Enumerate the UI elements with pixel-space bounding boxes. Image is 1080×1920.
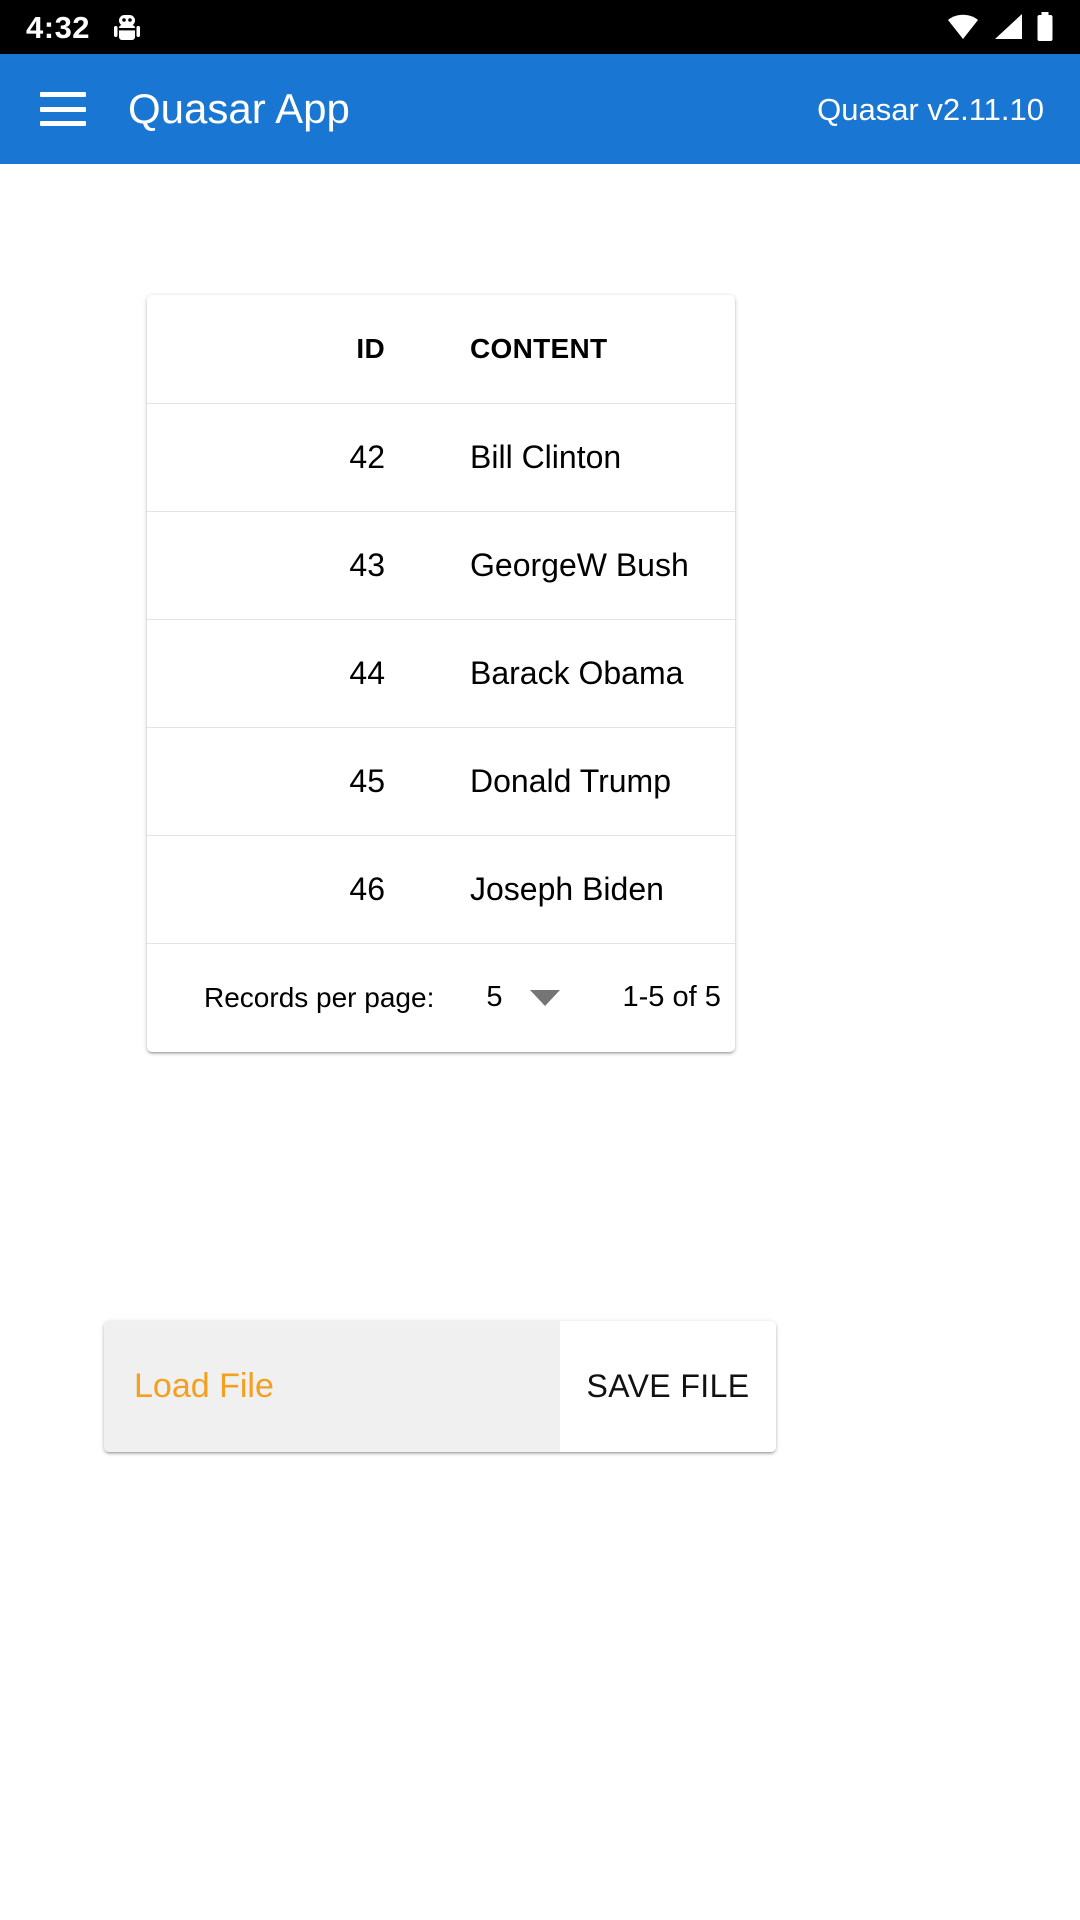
records-per-page-value: 5 <box>486 981 503 1013</box>
app-version-label: Quasar v2.11.10 <box>817 91 1044 127</box>
hamburger-bar <box>40 106 86 112</box>
file-action-button-group: Load File SAVE FILE <box>104 1321 776 1452</box>
cell-id: 45 <box>147 727 385 836</box>
table-head: ID CONTENT <box>147 295 735 404</box>
app-title: Quasar App <box>128 85 350 132</box>
hamburger-bar <box>40 92 86 97</box>
hamburger-menu-icon[interactable] <box>40 92 86 126</box>
status-left-icons <box>112 11 142 43</box>
cell-content: Bill Clinton <box>385 403 735 512</box>
pagination-range-label: 1-5 of 5 <box>622 981 721 1013</box>
table-pagination: Records per page: 5 1-5 of 5 <box>147 944 735 1052</box>
table-row[interactable]: 45 Donald Trump <box>147 727 735 836</box>
table-body: 42 Bill Clinton 43 GeorgeW Bush 44 Barac… <box>147 403 735 944</box>
chevron-down-icon <box>529 989 560 1006</box>
table-row[interactable]: 46 Joseph Biden <box>147 835 735 944</box>
data-table-card: ID CONTENT 42 Bill Clinton 43 GeorgeW Bu… <box>147 295 735 1052</box>
wifi-icon <box>946 13 980 41</box>
table-row[interactable]: 42 Bill Clinton <box>147 403 735 512</box>
column-header-id[interactable]: ID <box>147 295 385 404</box>
cell-id: 46 <box>147 835 385 944</box>
cell-id: 42 <box>147 403 385 512</box>
app-header: Quasar App Quasar v2.11.10 <box>0 54 1080 164</box>
page-content: ID CONTENT 42 Bill Clinton 43 GeorgeW Bu… <box>0 164 1080 1920</box>
load-file-button[interactable]: Load File <box>104 1321 560 1452</box>
cell-id: 43 <box>147 511 385 620</box>
records-per-page-label: Records per page: <box>204 981 435 1013</box>
cell-content: Joseph Biden <box>385 835 735 944</box>
table-row[interactable]: 44 Barack Obama <box>147 619 735 728</box>
records-per-page-select[interactable]: 5 <box>486 981 560 1014</box>
status-bar: 4:32 <box>0 0 1080 54</box>
save-file-button[interactable]: SAVE FILE <box>560 1321 776 1452</box>
cell-id: 44 <box>147 619 385 728</box>
cell-content: Barack Obama <box>385 619 735 728</box>
cell-content: GeorgeW Bush <box>385 511 735 620</box>
hamburger-bar <box>40 121 86 126</box>
table-row[interactable]: 43 GeorgeW Bush <box>147 511 735 620</box>
column-header-content[interactable]: CONTENT <box>385 295 735 404</box>
table-header-row: ID CONTENT <box>147 295 735 404</box>
status-clock: 4:32 <box>26 9 91 45</box>
cell-content: Donald Trump <box>385 727 735 836</box>
cellular-signal-icon <box>992 13 1024 41</box>
android-debug-icon <box>112 11 142 43</box>
data-table: ID CONTENT 42 Bill Clinton 43 GeorgeW Bu… <box>147 295 735 944</box>
status-right-icons <box>946 12 1054 42</box>
battery-icon <box>1036 12 1054 42</box>
